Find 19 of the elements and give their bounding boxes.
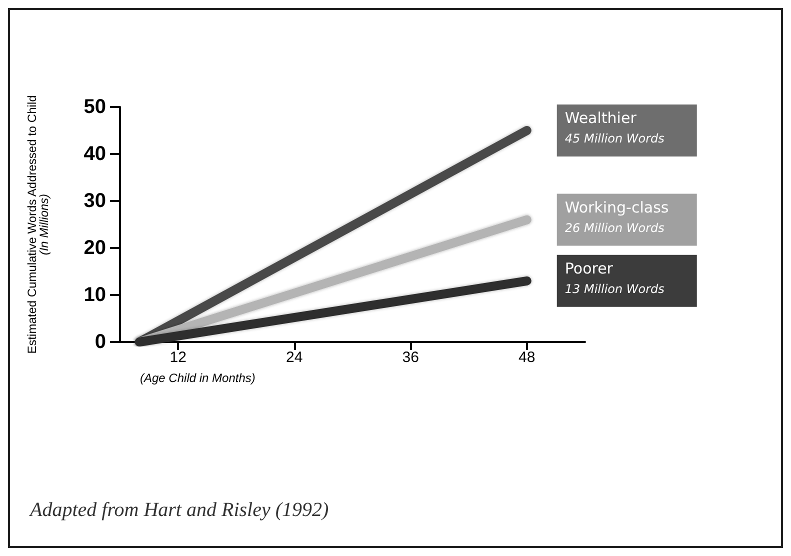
x-tick-label: 48 [518, 349, 536, 366]
y-tick-label: 50 [84, 96, 106, 118]
annotation: 13 Million Words [564, 282, 664, 296]
x-tick-label: 36 [402, 349, 419, 366]
text: Poorer [564, 259, 614, 278]
x-tick-label: 24 [286, 349, 303, 366]
y-axis-title: Estimated Cumulative Words Addressed to Child (In Millions) [25, 95, 51, 354]
y-tick-label: 0 [94, 331, 106, 353]
x-tick-label: 12 [170, 349, 186, 366]
y-tick-label: 40 [84, 143, 106, 165]
y-tick-label: 30 [84, 190, 106, 212]
text: Adapted from Hart and Risley (1992) [28, 499, 329, 521]
text: Wealthier [564, 109, 638, 127]
y-tick-label: 10 [84, 284, 106, 306]
text: Working-class [564, 198, 669, 216]
annotation: 26 Million Words [564, 220, 664, 235]
annotation: 45 Million Words [564, 132, 664, 146]
x-axis-title: (Age Child in Months) [140, 371, 256, 385]
y-tick-label: 20 [84, 237, 106, 259]
